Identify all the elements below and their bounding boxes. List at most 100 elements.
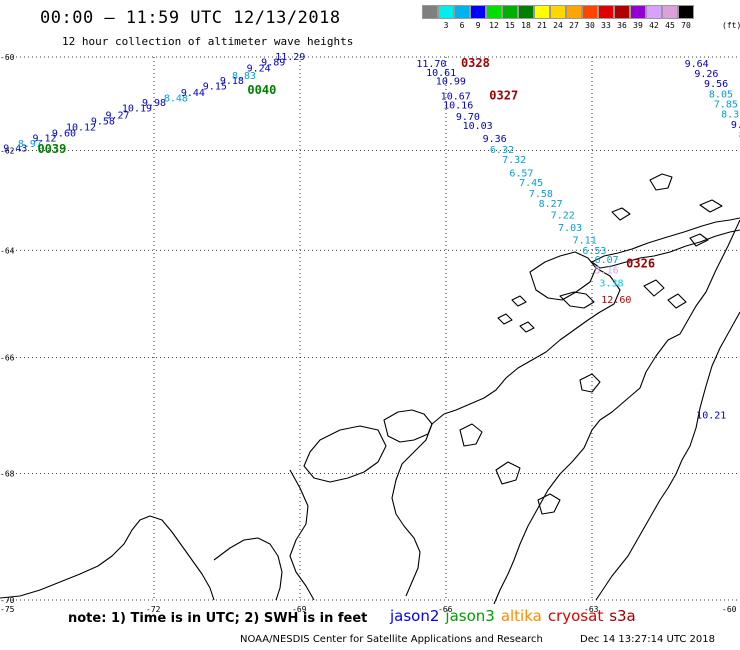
- latitude-label: -62: [0, 146, 15, 155]
- wave-height-value: 7.58: [529, 189, 553, 200]
- wave-height-value: 6.07: [595, 255, 619, 266]
- wave-height-value: 8.05: [709, 90, 733, 101]
- coastline-south-coast: [289, 469, 315, 601]
- wave-height-value: 9.56: [704, 79, 728, 90]
- satellite-jason3: jason3: [445, 607, 495, 625]
- wave-height-value: 10.03: [463, 121, 493, 132]
- satellite-legend: jason2 jason3 altika cryosat s3a: [390, 607, 642, 625]
- wave-height-value: 8.97: [18, 139, 42, 150]
- coastline-brabant: [559, 291, 595, 309]
- legend-label: 6: [459, 21, 465, 30]
- latitude-label: -70: [0, 596, 15, 605]
- wave-height-legend: 3 6 9 12 15 18 21 24 27 30 33 36 39 42 45 70: [422, 5, 694, 33]
- coastline-marguerite-bay: [391, 413, 445, 597]
- legend-label: 42: [649, 21, 659, 30]
- wave-height-value: 9.59: [731, 120, 740, 131]
- graticule: -60 -62 -64 -66 -68 -70-75 -72 -69 -66 -63 -60: [0, 53, 738, 614]
- wave-height-value: 8.83: [232, 71, 256, 82]
- pass-time-label: 0039: [37, 142, 66, 156]
- legend-swatch: [678, 5, 694, 19]
- coastline-peninsula-west: [493, 219, 740, 605]
- coastline-island-4: [689, 233, 709, 247]
- longitude-label: -75: [0, 605, 15, 614]
- coastline-far-west: [0, 515, 215, 601]
- legend-swatch: [566, 5, 582, 19]
- coastline-island-3: [699, 199, 723, 213]
- coastline-alexander: [303, 425, 387, 483]
- pass-time-label: 0326: [626, 257, 655, 271]
- wave-height-value: 9.58: [91, 116, 115, 127]
- longitude-label: -72: [146, 605, 161, 614]
- latitude-label: -68: [0, 470, 15, 479]
- legend-swatch: [486, 5, 502, 19]
- coastline-island-2: [611, 207, 631, 221]
- legend-swatch: [438, 5, 454, 19]
- legend-swatch: [646, 5, 662, 19]
- coastline-detail-2: [495, 461, 521, 485]
- coastline-peninsula-east: [595, 311, 740, 601]
- coastline-south-shetlands: [591, 217, 740, 269]
- legend-swatch: [582, 5, 598, 19]
- coastline-east-islands: [643, 279, 687, 309]
- legend-swatch: [454, 5, 470, 19]
- wave-height-value: 9.89: [261, 58, 285, 69]
- coastline-peninsula-inner: [443, 267, 621, 415]
- wave-height-value: 7.32: [502, 155, 526, 166]
- coastline-islets: [497, 295, 535, 333]
- legend-label: 27: [569, 21, 579, 30]
- wave-height-value: 10.67: [441, 92, 471, 103]
- pass-time-label: 0327: [489, 89, 518, 103]
- legend-label: 36: [617, 21, 627, 30]
- coastline-island-1: [649, 173, 673, 191]
- wave-height-value: 8.48: [164, 93, 188, 104]
- coastline-anvers: [529, 251, 597, 301]
- coastline-adelaide: [383, 409, 433, 443]
- wave-height-value: 7.03: [558, 223, 582, 234]
- longitude-label: -63: [584, 605, 599, 614]
- wave-height-value: 9.15: [203, 81, 227, 92]
- wave-height-value: 7.11: [573, 235, 597, 246]
- wave-height-value: 9.36: [483, 134, 507, 145]
- latitude-label: -60: [0, 53, 15, 62]
- coastline-detail-1: [459, 423, 483, 447]
- wave-height-value: 6.32: [490, 145, 514, 156]
- wave-height-value: 10.19: [122, 104, 152, 115]
- wave-height-value: 5.16: [595, 266, 619, 277]
- wave-height-value: 7.85: [714, 99, 738, 110]
- legend-swatch: [518, 5, 534, 19]
- legend-label: 24: [553, 21, 563, 30]
- wave-height-value: 8.33: [721, 109, 740, 120]
- wave-height-value: 11.29: [275, 52, 305, 63]
- wave-height-value: 6.53: [582, 246, 606, 257]
- satellite-altika: altika: [500, 607, 542, 625]
- coastline-bay: [213, 537, 283, 601]
- legend-swatch: [470, 5, 486, 19]
- wave-height-value: 9.26: [694, 69, 718, 80]
- wave-height-value: 8.27: [539, 199, 563, 210]
- legend-label: 30: [585, 21, 595, 30]
- legend-swatch: [502, 5, 518, 19]
- legend-swatches: [422, 5, 694, 19]
- wave-height-value: 7.45: [519, 178, 543, 189]
- wave-height-value: 10.16: [443, 100, 473, 111]
- legend-label: 33: [601, 21, 611, 30]
- wave-height-value: 10.12: [66, 123, 96, 134]
- legend-swatch: [534, 5, 550, 19]
- wave-height-value: 9.24: [247, 63, 271, 74]
- coastline: [0, 173, 740, 605]
- latitude-label: -66: [0, 354, 15, 363]
- wave-height-value: 9.60: [52, 129, 76, 140]
- wave-height-value: 8.3: [739, 130, 740, 141]
- legend-swatch: [630, 5, 646, 19]
- legend-units: (ft): [722, 21, 740, 30]
- wave-height-value: 3.38: [599, 279, 623, 290]
- legend-swatch: [550, 5, 566, 19]
- page-title: 00:00 – 11:59 UTC 12/13/2018: [40, 8, 341, 28]
- wave-height-value: 9.64: [685, 59, 709, 70]
- wave-height-value: 9.43: [3, 144, 27, 155]
- pass-time-label: 0328: [461, 56, 490, 70]
- longitude-label: -66: [438, 605, 453, 614]
- satellite-jason2: jason2: [390, 607, 440, 625]
- longitude-label: -60: [722, 605, 737, 614]
